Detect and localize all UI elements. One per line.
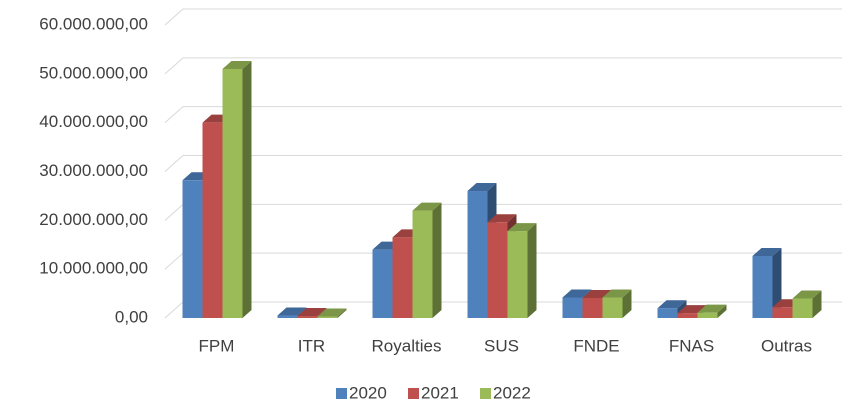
bar-top — [602, 289, 632, 298]
bar-side — [432, 202, 442, 318]
legend-label: 2021 — [421, 383, 459, 402]
bar-top — [752, 247, 782, 256]
bar — [772, 307, 793, 318]
bar-top — [792, 290, 822, 299]
bar — [372, 249, 393, 318]
bar-side — [242, 60, 252, 318]
x-tick-label: FPM — [199, 336, 235, 355]
bar-top — [657, 300, 687, 309]
legend-swatch — [408, 388, 419, 399]
bar — [602, 297, 623, 318]
grid-line — [164, 8, 842, 26]
x-tick-label: SUS — [484, 336, 519, 355]
bar-top — [222, 60, 252, 69]
bar-top — [467, 183, 497, 192]
bar — [507, 231, 528, 318]
bar — [317, 316, 338, 318]
y-tick-label: 30.000.000,00 — [39, 161, 148, 180]
bar-top — [412, 202, 442, 211]
bar-top — [317, 308, 347, 317]
bar — [412, 210, 433, 318]
y-tick-label: 60.000.000,00 — [39, 14, 148, 33]
y-tick-label: 40.000.000,00 — [39, 112, 148, 131]
legend-label: 2020 — [349, 383, 387, 402]
legend-swatch — [336, 388, 347, 399]
x-tick-label: FNAS — [669, 336, 714, 355]
y-tick-label: 50.000.000,00 — [39, 63, 148, 82]
bar — [182, 180, 203, 318]
bar — [467, 191, 488, 318]
y-tick-label: 10.000.000,00 — [39, 259, 148, 278]
bar — [582, 297, 603, 318]
bar — [752, 255, 773, 318]
grid-line — [164, 155, 842, 172]
bar — [297, 316, 318, 318]
bar — [562, 297, 583, 318]
bar — [677, 313, 698, 318]
bar — [277, 315, 298, 318]
x-tick-label: Royalties — [372, 336, 442, 355]
x-tick-label: ITR — [298, 336, 325, 355]
legend-label: 2022 — [493, 383, 531, 402]
bar-top — [277, 307, 307, 316]
bar-top — [507, 223, 537, 232]
bar — [792, 298, 813, 318]
x-tick-label: FNDE — [573, 336, 619, 355]
y-tick-label: 20.000.000,00 — [39, 210, 148, 229]
bar — [697, 312, 718, 318]
bar — [657, 308, 678, 318]
bar-top — [562, 289, 592, 298]
bar-side — [622, 289, 632, 318]
bar-side — [717, 304, 727, 318]
grid-line — [164, 106, 842, 124]
bar-top — [297, 308, 327, 317]
y-tick-label: 0,00 — [115, 307, 148, 326]
bar — [202, 122, 223, 319]
bar — [392, 237, 413, 318]
bar — [487, 222, 508, 318]
bar-side — [337, 308, 347, 318]
bar — [222, 68, 243, 318]
bar-side — [812, 290, 822, 318]
bar-side — [527, 223, 537, 318]
legend-swatch — [480, 388, 491, 399]
grid-line — [164, 57, 842, 75]
bar-side — [772, 247, 782, 318]
x-tick-label: Outras — [761, 336, 812, 355]
bar-top — [697, 304, 727, 313]
bar-top — [487, 214, 517, 223]
